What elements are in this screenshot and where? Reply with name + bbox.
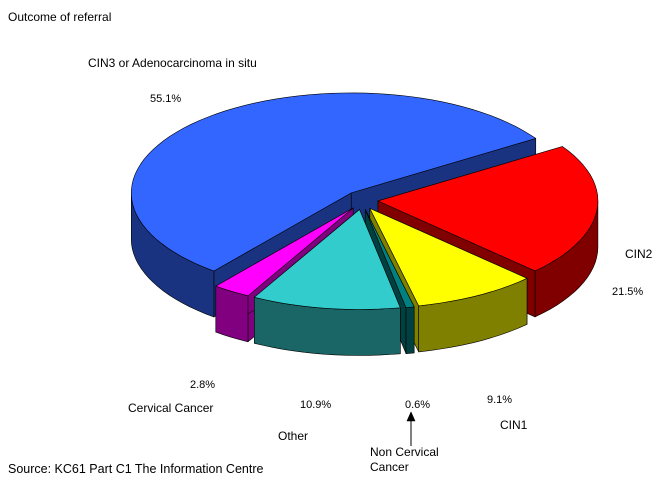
value-label: 2.8%: [190, 379, 216, 391]
chart-title: Outcome of referral: [8, 10, 112, 24]
slice-top: [369, 208, 528, 307]
slice-side: [405, 306, 415, 354]
slice-label: Non Cervical Cancer: [370, 445, 439, 474]
value-label: 55.1%: [150, 93, 182, 105]
value-label: 0.6%: [405, 399, 431, 411]
slice-top: [254, 209, 401, 310]
source-note: Source: KC61 Part C1 The Information Cen…: [8, 462, 264, 476]
slice-label: CIN2: [625, 247, 653, 261]
slice-label: Other: [278, 429, 309, 443]
slice-top: [215, 207, 354, 297]
slice-top: [131, 92, 537, 272]
slice-label: CIN1: [500, 418, 528, 432]
value-label: 9.1%: [487, 394, 513, 406]
slice-label: Cervical Cancer: [128, 401, 214, 415]
pointer-arrow: [406, 411, 416, 422]
value-label: 21.5%: [612, 286, 644, 298]
slice-top: [364, 209, 415, 308]
slice-top: [377, 146, 599, 272]
value-label: 10.9%: [300, 399, 332, 411]
slice-label: CIN3 or Adenocarcinoma in situ: [88, 56, 257, 70]
